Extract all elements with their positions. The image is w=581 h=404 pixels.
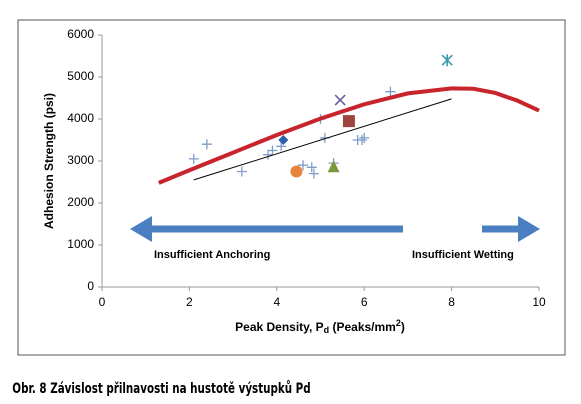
point	[357, 135, 368, 145]
caption: Obr. 8 Závislost přilnavosti na hustotě …	[12, 381, 310, 397]
point	[306, 162, 317, 173]
point	[201, 139, 212, 150]
x-label-part: 2	[396, 318, 401, 328]
arrows	[130, 216, 540, 242]
trend-line	[193, 98, 452, 181]
point	[276, 141, 287, 152]
y-tick-label: 3000	[67, 153, 94, 167]
y-tick-label: 4000	[67, 111, 94, 125]
trend-line	[158, 86, 540, 185]
point	[188, 153, 199, 164]
y-axis-label: Adhesion Strength (psi)	[42, 93, 56, 229]
x-label-part: (Peaks/mm	[329, 320, 396, 334]
x-tick-label: 6	[361, 295, 368, 309]
point	[267, 145, 278, 156]
x-label-part: Peak Density, P	[235, 320, 324, 334]
point	[441, 54, 453, 67]
point	[298, 160, 309, 171]
x-tick-label: 2	[186, 295, 193, 309]
point	[342, 115, 355, 128]
point	[334, 94, 346, 106]
chart-frame	[17, 19, 566, 356]
annotation: Insufficient Anchoring	[154, 249, 270, 261]
x-axis-label: Peak Density, Pd (Peaks/mm2)	[235, 318, 405, 335]
x-tick-label: 10	[532, 295, 546, 309]
y-tick-label: 1000	[67, 237, 94, 251]
x-tick-label: 0	[99, 295, 106, 309]
point	[327, 160, 340, 173]
y-tick-label: 6000	[67, 27, 94, 41]
point	[263, 149, 274, 160]
point	[359, 132, 370, 143]
y-tick-label: 0	[87, 279, 94, 293]
point	[308, 168, 319, 179]
x-label-part: )	[401, 320, 405, 334]
x-label-part: d	[324, 325, 330, 335]
x-tick-label: 4	[273, 295, 280, 309]
point	[290, 165, 303, 178]
y-tick-label: 2000	[67, 195, 94, 209]
point	[278, 135, 289, 145]
annotation: Insufficient Wetting	[412, 249, 514, 261]
point	[385, 86, 396, 97]
arrow-head	[130, 216, 152, 242]
point	[236, 166, 247, 177]
x-tick-label: 8	[448, 295, 455, 309]
arrow-head	[518, 216, 540, 242]
y-tick-label: 5000	[67, 69, 94, 83]
